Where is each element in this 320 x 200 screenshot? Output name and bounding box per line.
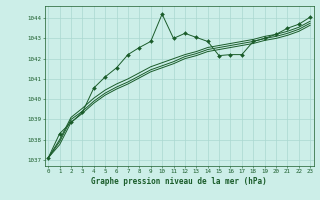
X-axis label: Graphe pression niveau de la mer (hPa): Graphe pression niveau de la mer (hPa) xyxy=(91,177,267,186)
